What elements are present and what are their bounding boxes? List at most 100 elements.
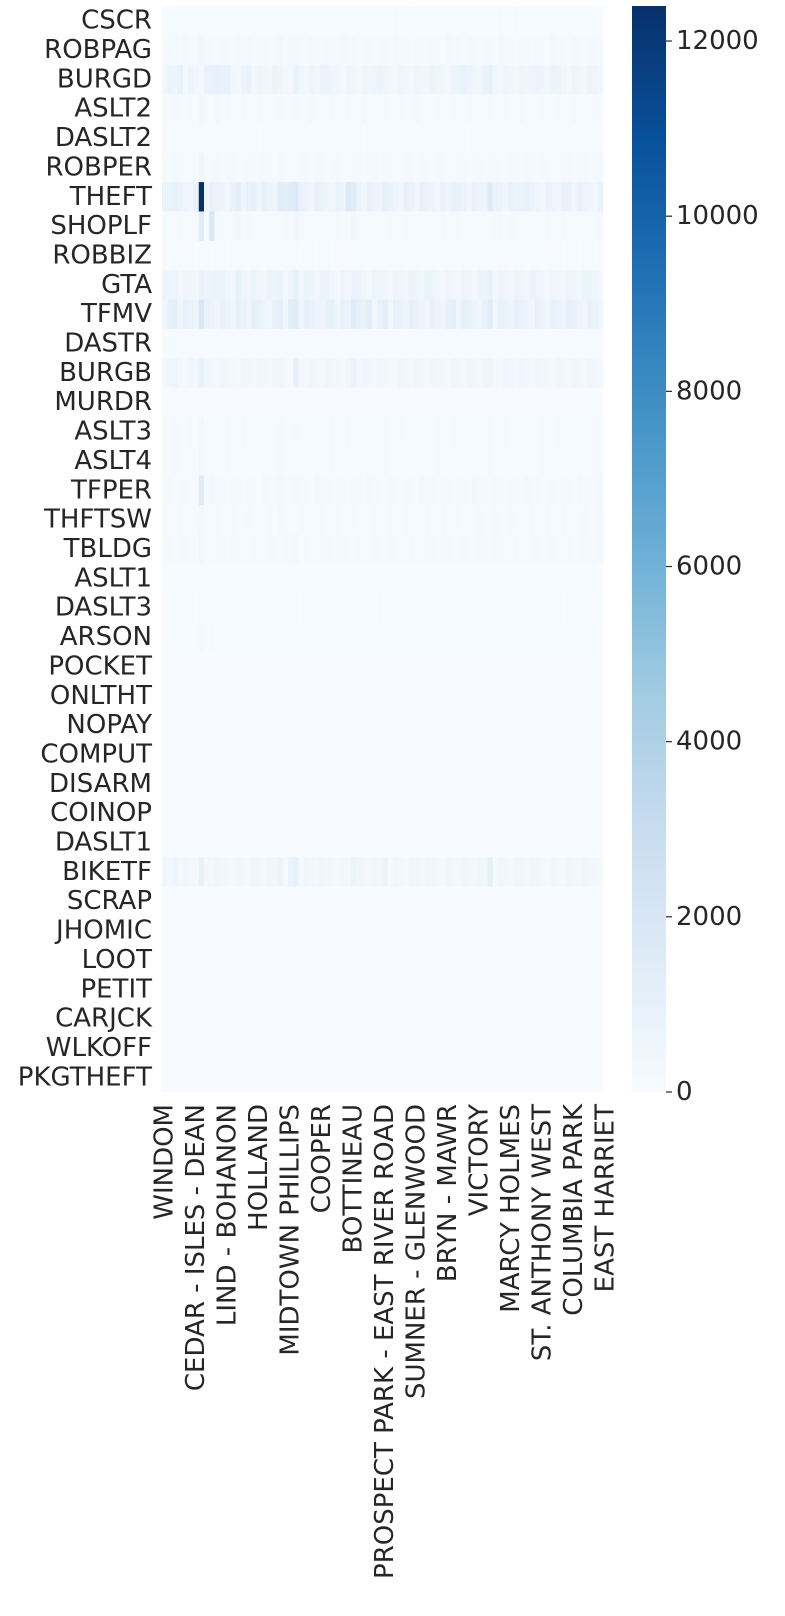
heatmap-cell: [256, 563, 263, 594]
heatmap-cell: [288, 651, 294, 682]
heatmap-cell: [424, 123, 431, 154]
heatmap-cell: [445, 94, 452, 124]
heatmap-cell: [534, 1062, 541, 1093]
heatmap-cell: [513, 886, 520, 917]
heatmap-cell: [177, 798, 184, 829]
row-label: DASLT3: [55, 593, 152, 623]
heatmap-cell: [456, 798, 462, 829]
heatmap-cell: [240, 270, 247, 300]
heatmap-cell: [356, 35, 362, 66]
heatmap-cell: [366, 563, 373, 594]
heatmap-cell: [272, 182, 278, 212]
heatmap-cell: [403, 152, 410, 183]
heatmap-cell: [188, 563, 194, 594]
heatmap-cell: [219, 915, 226, 946]
heatmap-cell: [508, 299, 515, 330]
column-label: VICTORY: [465, 1104, 495, 1216]
heatmap-cell: [372, 1003, 378, 1034]
heatmap-cell: [566, 6, 572, 36]
heatmap-cell: [298, 915, 305, 946]
heatmap-cell: [440, 827, 446, 858]
heatmap-cell: [540, 504, 546, 535]
heatmap-cell: [204, 6, 210, 36]
heatmap-cell: [540, 622, 546, 653]
column-labels: WINDOM CEDAR - ISLES - DEAN LIND - BOHANON…: [150, 1103, 621, 1579]
heatmap-cell: [555, 94, 562, 124]
heatmap-cell: [198, 446, 205, 477]
heatmap-cell: [293, 240, 299, 271]
heatmap-cell: [225, 328, 231, 359]
heatmap-cell: [335, 651, 341, 682]
heatmap-cell: [429, 475, 436, 506]
heatmap-cell: [230, 504, 236, 535]
heatmap-cell: [366, 739, 373, 770]
heatmap-cell: [492, 152, 499, 183]
heatmap-cell: [424, 563, 431, 594]
colorbar-tick-label: 6000: [676, 552, 742, 582]
heatmap-cell: [424, 504, 431, 535]
heatmap-cell: [293, 974, 299, 1005]
heatmap-cell: [256, 64, 263, 95]
heatmap-cell: [503, 475, 509, 506]
heatmap-cell: [246, 64, 252, 95]
heatmap-cell: [471, 1003, 478, 1034]
heatmap-cell: [503, 534, 509, 565]
heatmap-cell: [267, 886, 273, 917]
heatmap-cell: [356, 270, 362, 300]
heatmap-cell: [167, 739, 173, 770]
heatmap-cell: [240, 651, 247, 682]
heatmap-cell: [498, 974, 504, 1005]
heatmap-cell: [261, 739, 268, 770]
heatmap-cell: [445, 534, 452, 565]
heatmap-cell: [251, 416, 257, 447]
heatmap-cell: [582, 328, 588, 359]
heatmap-cell: [440, 974, 446, 1005]
heatmap-cell: [487, 681, 494, 711]
heatmap-cell: [261, 6, 268, 36]
heatmap-cell: [576, 739, 583, 770]
heatmap-cell: [524, 446, 530, 477]
heatmap-cell: [582, 622, 588, 653]
heatmap-cell: [524, 240, 530, 271]
heatmap-cell: [597, 328, 604, 359]
heatmap-cell: [550, 681, 557, 711]
heatmap-cell: [534, 622, 541, 653]
heatmap-cell: [503, 857, 509, 887]
heatmap-cell: [303, 974, 310, 1005]
heatmap-cell: [550, 152, 557, 183]
heatmap-cell: [576, 945, 583, 975]
heatmap-cell: [529, 328, 536, 359]
heatmap-cell: [461, 622, 467, 653]
heatmap-cell: [256, 710, 263, 741]
heatmap-cell: [403, 563, 410, 594]
heatmap-cell: [204, 211, 210, 242]
heatmap-cell: [214, 299, 221, 330]
heatmap-cell: [267, 94, 273, 124]
heatmap-cell: [282, 827, 289, 858]
heatmap-cell: [298, 240, 305, 271]
heatmap-cell: [519, 387, 525, 418]
heatmap-cell: [576, 681, 583, 711]
heatmap-cell: [172, 416, 179, 447]
heatmap-cell: [414, 328, 420, 359]
heatmap-cell: [256, 387, 263, 418]
heatmap-cell: [345, 387, 352, 418]
heatmap-cell: [361, 387, 368, 418]
heatmap-cell: [309, 416, 315, 447]
heatmap-cell: [361, 534, 368, 565]
heatmap-cell: [267, 798, 273, 829]
heatmap-cell: [330, 945, 336, 975]
heatmap-cell: [592, 827, 599, 858]
heatmap-cell: [214, 64, 221, 95]
heatmap-cell: [503, 798, 509, 829]
heatmap-cell: [456, 358, 462, 388]
heatmap-cell: [555, 416, 562, 447]
heatmap-cell: [330, 35, 336, 66]
heatmap-cell: [361, 593, 368, 623]
heatmap-cell: [529, 593, 536, 623]
heatmap-cell: [534, 211, 541, 242]
heatmap-cell: [235, 886, 242, 917]
heatmap-cell: [477, 240, 483, 271]
heatmap-cell: [398, 622, 404, 653]
heatmap-cell: [298, 593, 305, 623]
